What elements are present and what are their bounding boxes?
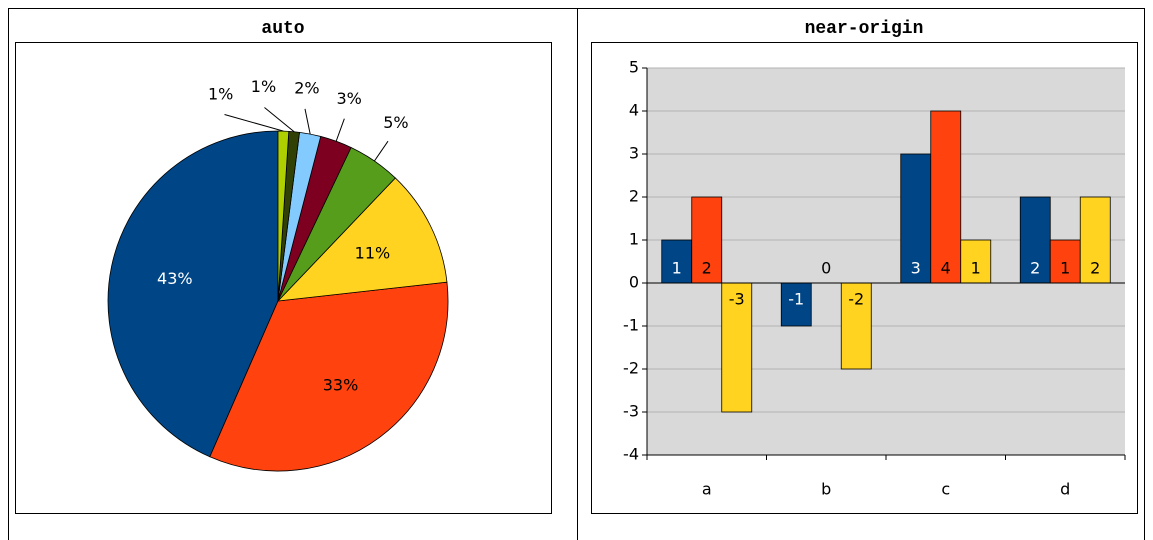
data-label: 3 [911,259,921,278]
data-label: 2 [1090,259,1100,278]
leader-line [373,140,389,162]
data-label: 5% [383,113,408,132]
y-tick-label: 5 [629,58,639,77]
bar [840,282,872,370]
bar [780,282,812,327]
table-frame [8,8,1145,540]
y-tick-label: 3 [629,144,639,163]
y-tick-label: -3 [623,402,639,421]
data-label: 3% [336,89,361,108]
data-label: 1 [971,259,981,278]
chart-title: near-origin [805,19,924,39]
data-label: 33% [323,375,359,394]
y-tick-label: -2 [623,359,639,378]
data-label: 2% [294,79,319,98]
bar [691,196,723,284]
bar [960,239,992,284]
chart-title: auto [261,19,304,39]
y-tick-label: 4 [629,101,639,120]
data-label: 1% [208,85,233,104]
y-tick-label: 2 [629,187,639,206]
data-label: 1 [672,259,682,278]
data-label: 4 [941,259,951,278]
x-tick-label: b [821,480,831,499]
data-label: -2 [848,290,864,309]
bar [1079,196,1111,284]
data-label: -3 [729,290,745,309]
data-label: 11% [355,244,391,263]
data-label: 2 [702,259,712,278]
x-tick-label: d [1060,480,1070,499]
data-label: 1 [1060,259,1070,278]
bar [1049,239,1081,284]
data-label: -1 [788,290,804,309]
leader-line [264,107,295,133]
pie-slice [209,281,449,472]
data-label: 1% [251,77,276,96]
pie-slice [276,177,448,302]
leader-line [304,108,311,135]
data-label: 0 [821,259,831,278]
y-tick-label: -1 [623,316,639,335]
bar [661,239,693,284]
y-tick-label: -4 [623,445,639,464]
pie-slice [107,130,279,458]
x-tick-label: a [702,480,712,499]
y-tick-label: 1 [629,230,639,249]
bar [1019,196,1051,284]
leader-line [224,114,284,132]
y-tick-label: 0 [629,273,639,292]
data-label: 43% [157,269,193,288]
data-label: 2 [1030,259,1040,278]
bar [930,110,962,284]
leader-line [335,118,345,142]
x-tick-label: c [941,480,950,499]
bar [900,153,932,284]
